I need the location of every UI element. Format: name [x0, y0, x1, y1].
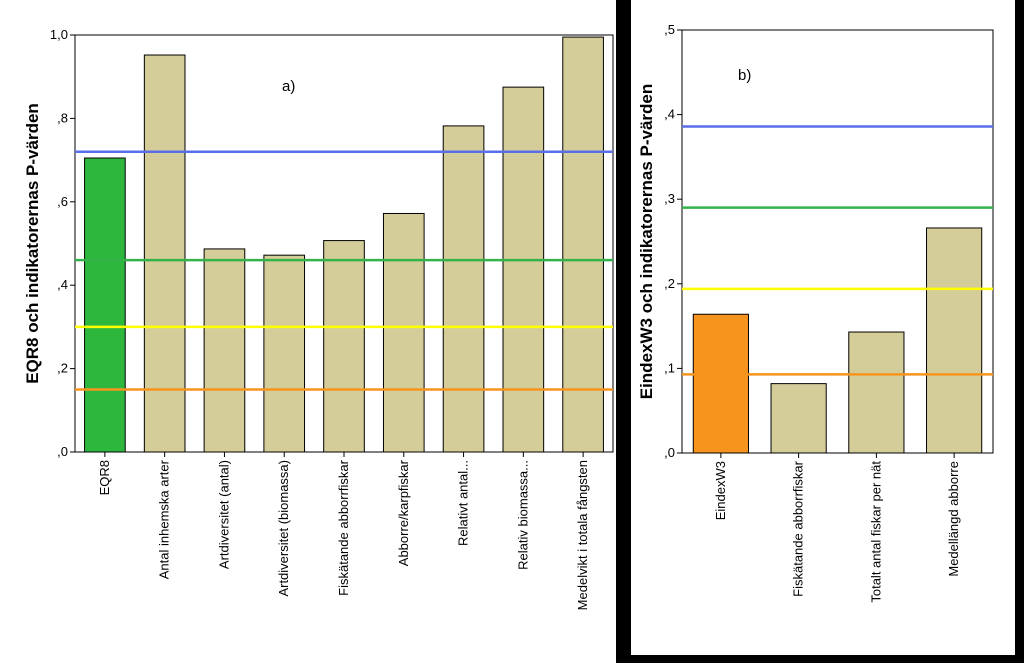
- chart-a-bar: [263, 254, 306, 453]
- chart-b-y-tick-label: ,0: [664, 445, 675, 460]
- chart-a-y-tick-label: ,4: [57, 277, 68, 292]
- chart-b-y-tick-label: ,1: [664, 360, 675, 375]
- chart-b-y-tick-label: ,4: [664, 107, 675, 122]
- chart-b-bar: [848, 331, 905, 454]
- chart-b-bar: [692, 313, 749, 454]
- chart-a-bar: [562, 36, 604, 453]
- chart-a-category-label: EQR8: [97, 460, 112, 495]
- chart-a-category-label: Fiskätande abborrfiskar: [336, 459, 351, 596]
- chart-a-category-label: Antal inhemska arter: [157, 459, 172, 579]
- chart-a-category-label: Medelvikt i totala fångsten: [575, 460, 590, 610]
- chart-b-category-label: Fiskätande abborrfiskar: [791, 460, 806, 597]
- chart-a-category-label: Relativ biomassa...: [515, 460, 530, 570]
- chart-a-bar: [382, 212, 425, 453]
- chart-b-y-axis-title: EindexW3 och indikatorernas P-värden: [637, 84, 656, 400]
- chart-b-annotation: b): [738, 67, 751, 84]
- chart-a-category-label: Relativt antal...: [456, 460, 471, 546]
- chart-b-y-tick-label: ,5: [664, 22, 675, 37]
- chart-a-bar: [502, 86, 545, 453]
- chart-a-bar: [442, 125, 485, 453]
- chart-a-y-axis-title: EQR8 och indikatorernas P-värden: [23, 103, 42, 384]
- chart-b-category-label: EindexW3: [713, 461, 728, 520]
- chart-b-bar: [926, 227, 983, 454]
- chart-b-y-tick-label: ,2: [664, 276, 675, 291]
- chart-a-y-tick-label: ,8: [57, 110, 68, 125]
- chart-panel-b: ,0 ,1 ,2 ,3 ,4 ,5 EindexW3 Fiskätande abborrfis…: [631, 0, 1015, 655]
- chart-a-category-label: Abborre/karpfiskar: [396, 459, 411, 566]
- chart-panel-a: ,0 ,2 ,4 ,6 ,8 1,0 EQR8 Antal inhemska arter Art…: [0, 0, 616, 663]
- chart-a-bar: [323, 240, 365, 453]
- chart-a-annotation: a): [282, 78, 295, 95]
- chart-a-y-tick-label: 1,0: [50, 27, 68, 42]
- chart-a-y-tick-label: ,2: [57, 361, 68, 376]
- chart-a-bar: [143, 54, 186, 453]
- chart-b-category-label: Totalt antal fiskar per nät: [868, 461, 883, 603]
- chart-a-svg: ,0 ,2 ,4 ,6 ,8 1,0 EQR8 Antal inhemska arter Art…: [23, 27, 614, 610]
- chart-a-category-label: Artdiversitet (antal): [216, 460, 231, 569]
- chart-a-bar: [84, 157, 126, 453]
- chart-a-category-label: Artdiversitet (biomassa): [276, 460, 291, 597]
- chart-b-svg: ,0 ,1 ,2 ,3 ,4 ,5 EindexW3 Fiskätande abborrfis…: [637, 22, 994, 603]
- chart-a-y-tick-label: ,6: [57, 194, 68, 209]
- chart-b-bar: [770, 383, 827, 454]
- chart-a-bar: [203, 248, 246, 453]
- chart-a-y-tick-label: ,0: [57, 444, 68, 459]
- chart-b-category-label: Medellängd abborre: [946, 461, 961, 577]
- chart-b-y-tick-label: ,3: [664, 191, 675, 206]
